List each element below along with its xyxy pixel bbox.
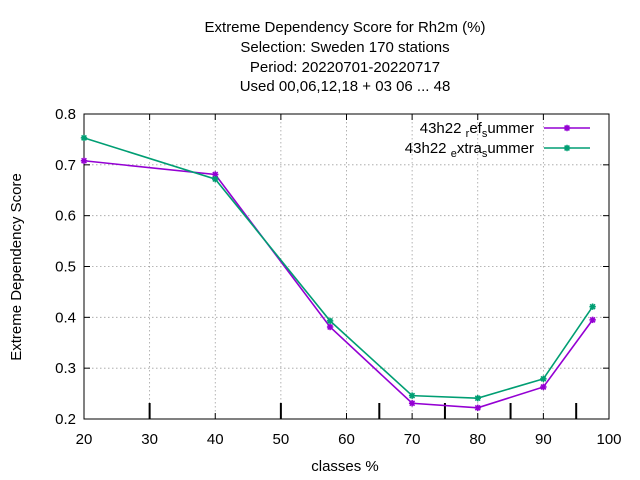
marker-d2 <box>409 400 416 407</box>
legend-text-part: xtra <box>457 140 483 157</box>
data-point <box>80 157 88 164</box>
data-point <box>408 400 416 407</box>
legend-text-part: s <box>482 148 488 160</box>
series-2 <box>80 134 596 402</box>
legend-text-part: e <box>451 148 457 160</box>
data-point <box>326 323 334 331</box>
data-point <box>589 316 596 324</box>
legend-text-part: 43h22 <box>420 120 466 137</box>
series-layer <box>80 134 596 412</box>
x-tick-label: 20 <box>76 431 93 448</box>
legend-text-part: r <box>466 128 470 140</box>
legend-entry-2: 43h22 extrasummer <box>405 140 590 160</box>
title-line-3: Period: 20220701-20220717 <box>250 59 440 76</box>
series-line <box>83 137 594 399</box>
y-tick-label: 0.5 <box>55 259 76 276</box>
data-point <box>326 317 334 325</box>
title-line-2: Selection: Sweden 170 stations <box>240 39 449 56</box>
data-point <box>589 303 596 310</box>
marker-d2 <box>474 404 481 411</box>
data-point <box>474 394 481 402</box>
legend-text-part: ef <box>469 120 482 137</box>
y-tick-label: 0.3 <box>55 360 76 377</box>
x-tick-label: 40 <box>207 431 224 448</box>
marker-d2 <box>409 392 416 399</box>
y-tick-labels: 0.2 0.3 0.4 0.5 0.6 0.7 0.8 <box>55 106 76 428</box>
legend-entry-1: 43h22 refsummer <box>420 120 590 140</box>
data-point <box>80 134 88 142</box>
class-boundary-marks <box>148 403 578 419</box>
series-1 <box>80 157 596 412</box>
x-tick-label: 80 <box>469 431 486 448</box>
marker-d2 <box>564 125 570 131</box>
marker-d2 <box>540 375 547 382</box>
marker-d2 <box>564 145 570 151</box>
legend-marker <box>563 124 571 132</box>
data-point <box>474 404 481 412</box>
title-line-1: Extreme Dependency Score for Rh2m (%) <box>205 19 486 36</box>
y-tick-label: 0.2 <box>55 411 76 428</box>
axis-ticks <box>83 113 610 420</box>
chart-title: Extreme Dependency Score for Rh2m (%) Se… <box>205 19 486 95</box>
x-tick-label: 70 <box>404 431 421 448</box>
legend-text-part: 43h22 <box>405 140 451 157</box>
legend-text-part: s <box>482 128 488 140</box>
y-axis-label: Extreme Dependency Score <box>8 173 25 361</box>
y-tick-label: 0.6 <box>55 208 76 225</box>
x-tick-label: 60 <box>338 431 355 448</box>
marker-d2 <box>327 324 334 330</box>
x-tick-label: 100 <box>596 431 621 448</box>
series-line <box>83 159 594 409</box>
marker-d2 <box>474 395 481 402</box>
marker-d2 <box>81 157 87 164</box>
x-tick-labels: 20 30 40 50 60 70 80 90 100 <box>76 431 622 448</box>
y-tick-label: 0.4 <box>55 309 76 326</box>
legend-marker <box>563 144 571 152</box>
marker-d2 <box>589 303 596 310</box>
legend-label: 43h22 refsummer <box>420 120 534 140</box>
marker-d2 <box>589 316 596 323</box>
data-point <box>212 175 219 183</box>
legend-label: 43h22 extrasummer <box>405 140 534 160</box>
title-line-4: Used 00,06,12,18 + 03 06 ... 48 <box>240 78 451 95</box>
marker-d2 <box>327 317 334 324</box>
y-tick-label: 0.7 <box>55 157 76 174</box>
data-point <box>408 392 416 399</box>
data-point <box>540 375 547 383</box>
x-tick-label: 30 <box>141 431 158 448</box>
marker-d2 <box>540 384 547 390</box>
grid-lines <box>84 114 609 419</box>
data-point <box>540 383 547 391</box>
legend-text-part: ummer <box>487 140 534 157</box>
x-tick-label: 50 <box>273 431 290 448</box>
marker-d2 <box>81 134 87 141</box>
marker-d2 <box>212 171 219 178</box>
legend-text-part: ummer <box>487 120 534 137</box>
marker-d2 <box>212 176 219 183</box>
x-tick-label: 90 <box>535 431 552 448</box>
y-tick-label: 0.8 <box>55 106 76 123</box>
x-axis-label: classes % <box>311 458 379 475</box>
